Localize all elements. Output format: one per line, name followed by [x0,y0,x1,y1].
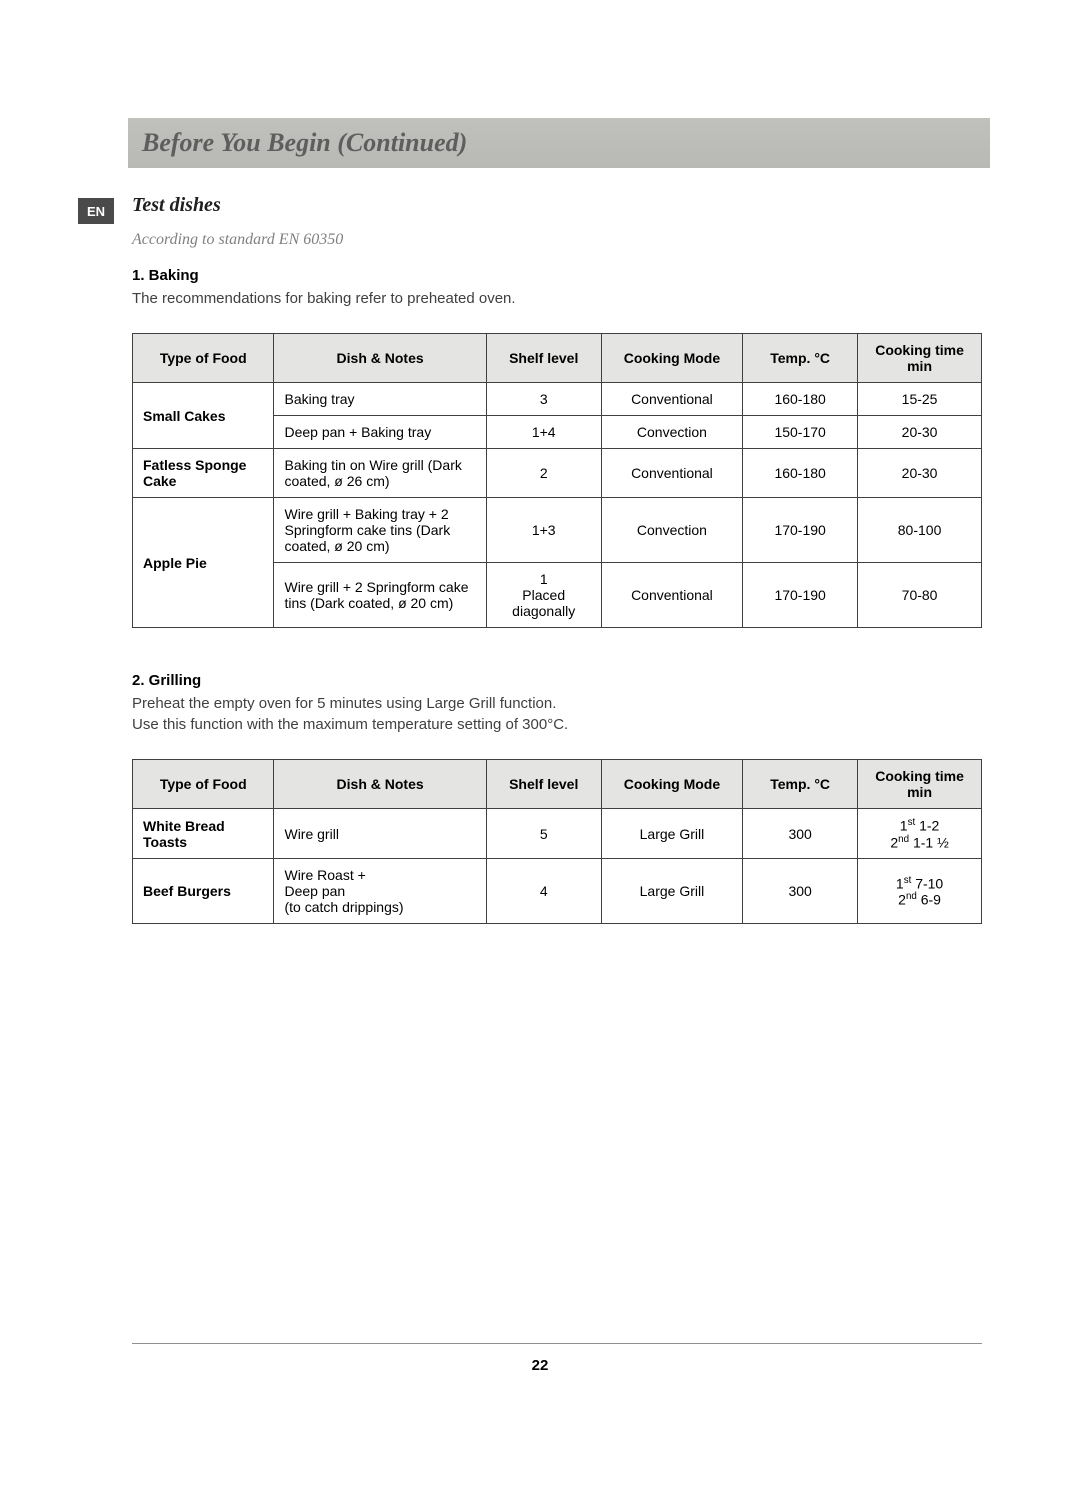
mode-cell: Large Grill [601,809,742,859]
shelf-cell: 4 [486,859,601,924]
temp-cell: 150-170 [743,416,858,449]
language-badge: EN [78,198,114,224]
section-title: Test dishes [132,194,982,217]
col-header-time: Cooking time min [858,760,982,809]
table-row: White Bread ToastsWire grill5Large Grill… [133,809,982,859]
time-cell: 20-30 [858,449,982,498]
shelf-cell: 1+3 [486,498,601,563]
time-cell: 20-30 [858,416,982,449]
food-cell: White Bread Toasts [133,809,274,859]
col-header-mode: Cooking Mode [601,334,742,383]
shelf-cell: 1+4 [486,416,601,449]
col-header-temp: Temp. °C [743,334,858,383]
shelf-cell: 1Placed diagonally [486,563,601,628]
table-row: Beef BurgersWire Roast +Deep pan(to catc… [133,859,982,924]
temp-cell: 160-180 [743,383,858,416]
baking-intro: The recommendations for baking refer to … [132,290,982,307]
temp-cell: 160-180 [743,449,858,498]
grilling-intro-2: Use this function with the maximum tempe… [132,716,982,733]
shelf-cell: 3 [486,383,601,416]
baking-table: Type of Food Dish & Notes Shelf level Co… [132,333,982,628]
page-number: 22 [0,1357,1080,1374]
table-row: Apple PieWire grill + Baking tray + 2 Sp… [133,498,982,563]
temp-cell: 170-190 [743,498,858,563]
dish-cell: Deep pan + Baking tray [274,416,486,449]
time-cell: 70-80 [858,563,982,628]
mode-cell: Large Grill [601,859,742,924]
col-header-shelf: Shelf level [486,760,601,809]
baking-heading: 1. Baking [132,267,982,284]
mode-cell: Conventional [601,449,742,498]
mode-cell: Convection [601,416,742,449]
mode-cell: Conventional [601,563,742,628]
time-cell: 15-25 [858,383,982,416]
col-header-mode: Cooking Mode [601,760,742,809]
footer-rule [132,1343,982,1344]
baking-intro-text: The recommendations for baking refer to … [132,290,982,307]
dish-cell: Wire grill + 2 Springform cake tins (Dar… [274,563,486,628]
dish-cell: Baking tray [274,383,486,416]
time-cell: 1st 7-102nd 6-9 [858,859,982,924]
col-header-temp: Temp. °C [743,760,858,809]
dish-cell: Wire grill + Baking tray + 2 Springform … [274,498,486,563]
temp-cell: 300 [743,809,858,859]
mode-cell: Conventional [601,383,742,416]
section-subtitle: According to standard EN 60350 [132,231,982,249]
dish-cell: Baking tin on Wire grill (Dark coated, ø… [274,449,486,498]
col-header-dish: Dish & Notes [274,334,486,383]
table-row: Small CakesBaking tray3Conventional160-1… [133,383,982,416]
time-cell: 1st 1-22nd 1-1 ½ [858,809,982,859]
food-cell: Apple Pie [133,498,274,628]
shelf-cell: 5 [486,809,601,859]
temp-cell: 300 [743,859,858,924]
time-cell: 80-100 [858,498,982,563]
food-cell: Small Cakes [133,383,274,449]
mode-cell: Convection [601,498,742,563]
col-header-food: Type of Food [133,760,274,809]
grilling-intro-1: Preheat the empty oven for 5 minutes usi… [132,695,982,712]
shelf-cell: 2 [486,449,601,498]
dish-cell: Wire grill [274,809,486,859]
grilling-intro: Preheat the empty oven for 5 minutes usi… [132,695,982,733]
grilling-table: Type of Food Dish & Notes Shelf level Co… [132,759,982,924]
header-bar: Before You Begin (Continued) [128,118,990,168]
table-row: Fatless Sponge CakeBaking tin on Wire gr… [133,449,982,498]
col-header-dish: Dish & Notes [274,760,486,809]
dish-cell: Wire Roast +Deep pan(to catch drippings) [274,859,486,924]
col-header-food: Type of Food [133,334,274,383]
food-cell: Fatless Sponge Cake [133,449,274,498]
col-header-shelf: Shelf level [486,334,601,383]
grilling-heading: 2. Grilling [132,672,982,689]
page-heading: Before You Begin (Continued) [142,128,467,158]
col-header-time: Cooking time min [858,334,982,383]
temp-cell: 170-190 [743,563,858,628]
food-cell: Beef Burgers [133,859,274,924]
